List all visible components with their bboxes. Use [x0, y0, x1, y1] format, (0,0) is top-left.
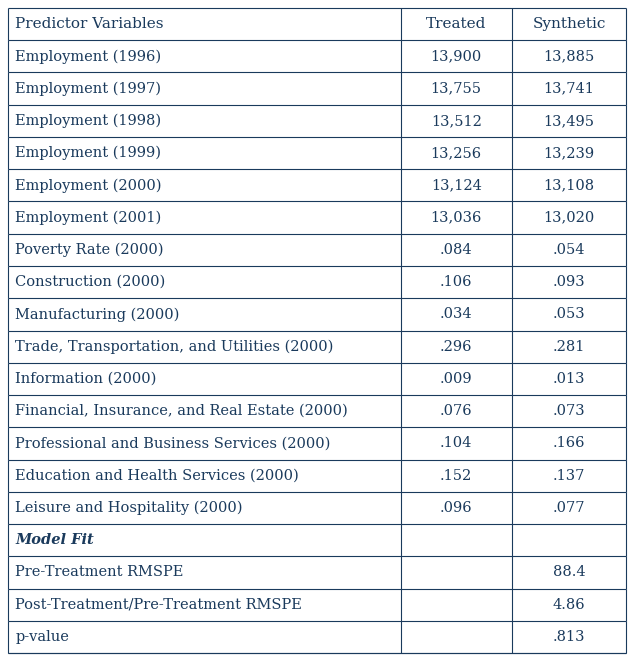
- Text: 88.4: 88.4: [553, 565, 585, 580]
- Text: .077: .077: [553, 501, 585, 515]
- Text: Model Fit: Model Fit: [15, 533, 94, 547]
- Text: .296: .296: [440, 340, 472, 354]
- Text: .009: .009: [440, 372, 472, 386]
- Text: Information (2000): Information (2000): [15, 372, 157, 386]
- Text: Trade, Transportation, and Utilities (2000): Trade, Transportation, and Utilities (20…: [15, 340, 333, 354]
- Text: .281: .281: [553, 340, 585, 354]
- Text: 13,239: 13,239: [543, 146, 595, 160]
- Text: Employment (1998): Employment (1998): [15, 114, 161, 128]
- Text: 4.86: 4.86: [553, 598, 585, 611]
- Text: 13,741: 13,741: [544, 81, 595, 96]
- Text: .053: .053: [553, 307, 585, 321]
- Text: Education and Health Services (2000): Education and Health Services (2000): [15, 469, 299, 483]
- Text: 13,885: 13,885: [543, 50, 595, 63]
- Text: .093: .093: [553, 275, 585, 289]
- Text: .084: .084: [440, 243, 472, 257]
- Text: Poverty Rate (2000): Poverty Rate (2000): [15, 243, 164, 257]
- Text: .152: .152: [440, 469, 472, 483]
- Text: Construction (2000): Construction (2000): [15, 275, 165, 289]
- Text: Leisure and Hospitality (2000): Leisure and Hospitality (2000): [15, 501, 243, 515]
- Text: Financial, Insurance, and Real Estate (2000): Financial, Insurance, and Real Estate (2…: [15, 404, 348, 418]
- Text: 13,020: 13,020: [543, 211, 595, 225]
- Text: 13,256: 13,256: [430, 146, 482, 160]
- Text: 13,900: 13,900: [430, 50, 482, 63]
- Text: 13,108: 13,108: [543, 178, 595, 192]
- Text: .096: .096: [440, 501, 472, 515]
- Text: p-value: p-value: [15, 630, 69, 644]
- Text: Professional and Business Services (2000): Professional and Business Services (2000…: [15, 436, 330, 450]
- Text: .076: .076: [440, 404, 472, 418]
- Text: Manufacturing (2000): Manufacturing (2000): [15, 307, 179, 321]
- Text: Post-Treatment/Pre-Treatment RMSPE: Post-Treatment/Pre-Treatment RMSPE: [15, 598, 302, 611]
- Text: Employment (2000): Employment (2000): [15, 178, 162, 192]
- Text: .166: .166: [553, 436, 585, 450]
- Text: .034: .034: [440, 307, 472, 321]
- Text: .054: .054: [553, 243, 585, 257]
- Text: Predictor Variables: Predictor Variables: [15, 17, 164, 31]
- Text: .813: .813: [553, 630, 585, 644]
- Text: .013: .013: [553, 372, 585, 386]
- Text: 13,124: 13,124: [430, 178, 482, 192]
- Text: 13,036: 13,036: [430, 211, 482, 225]
- Text: .104: .104: [440, 436, 472, 450]
- Text: .073: .073: [553, 404, 585, 418]
- Text: 13,495: 13,495: [543, 114, 595, 128]
- Text: Employment (1996): Employment (1996): [15, 49, 161, 63]
- Text: Synthetic: Synthetic: [533, 17, 606, 31]
- Text: Employment (1999): Employment (1999): [15, 146, 161, 160]
- Text: .106: .106: [440, 275, 472, 289]
- Text: Treated: Treated: [426, 17, 486, 31]
- Text: 13,512: 13,512: [430, 114, 482, 128]
- Text: 13,755: 13,755: [430, 81, 482, 96]
- Text: .137: .137: [553, 469, 585, 483]
- Text: Pre-Treatment RMSPE: Pre-Treatment RMSPE: [15, 565, 184, 580]
- Text: Employment (2001): Employment (2001): [15, 210, 162, 225]
- Text: Employment (1997): Employment (1997): [15, 81, 161, 96]
